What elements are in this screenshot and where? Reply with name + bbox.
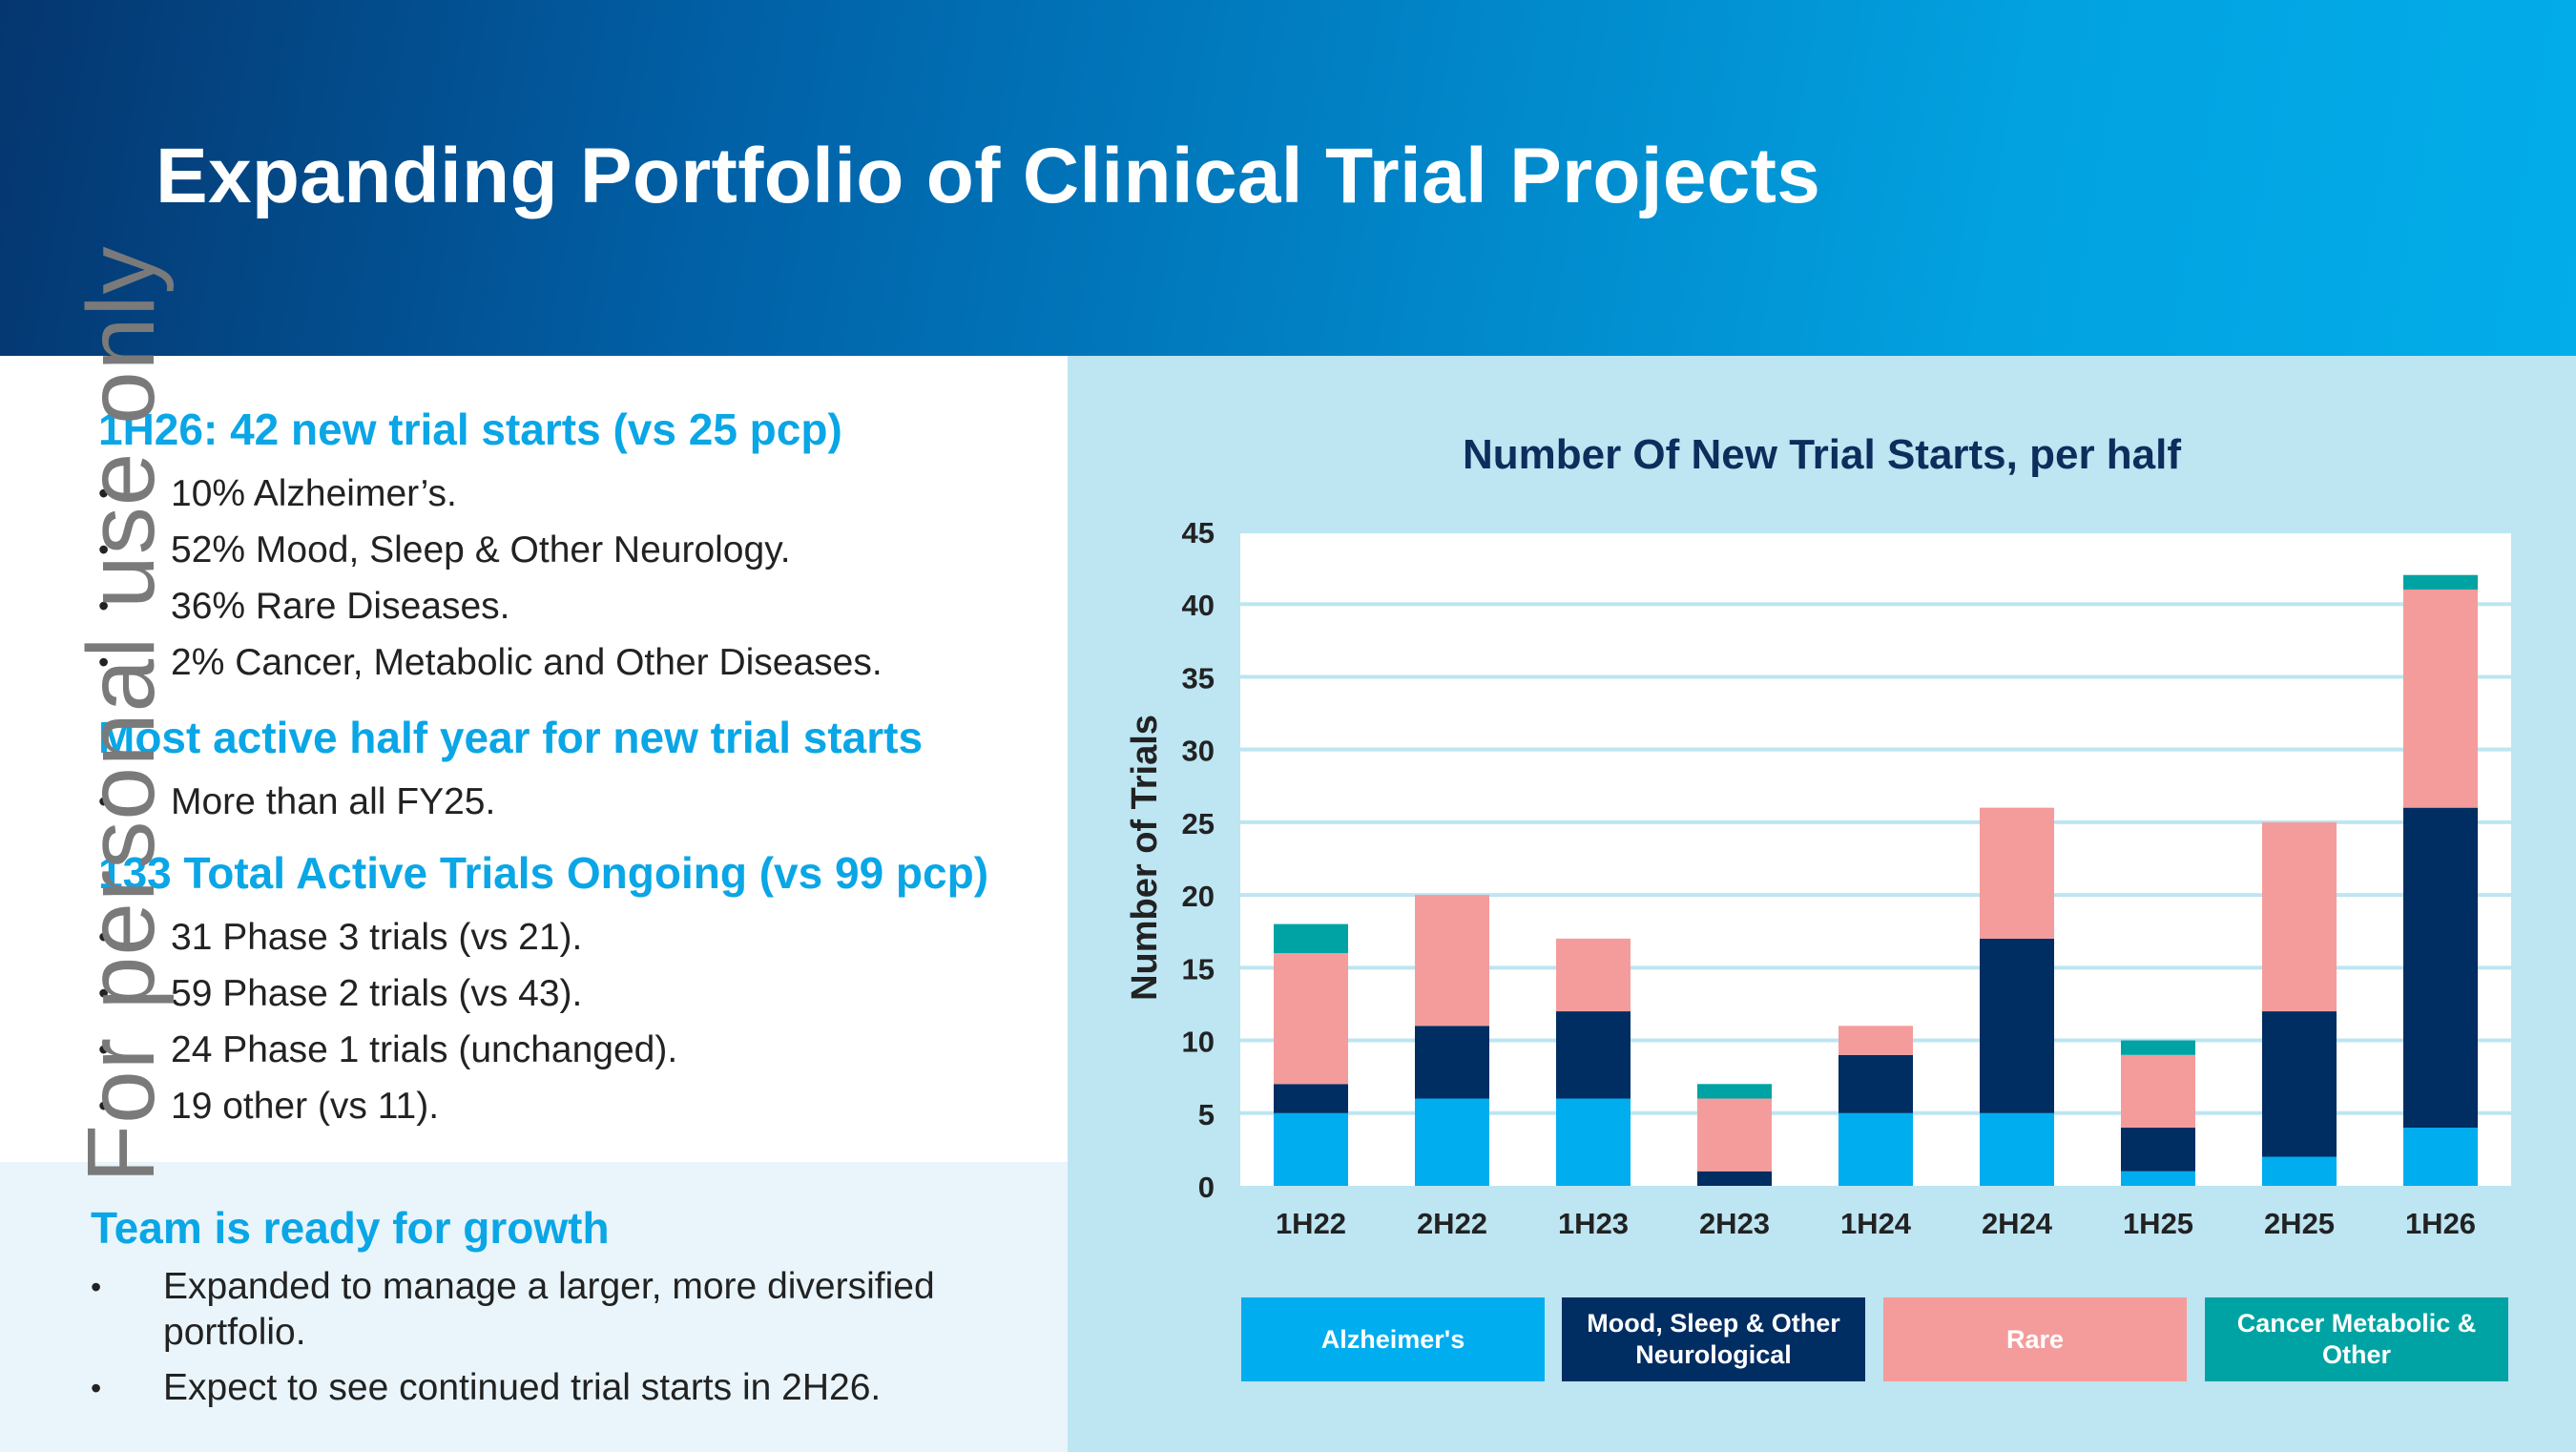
left-bottom-panel [0, 1162, 1068, 1452]
bar-segment [2403, 1128, 2478, 1186]
list-item: • 2% Cancer, Metabolic and Other Diseases… [98, 634, 883, 691]
bullet-icon: • [98, 476, 110, 510]
section-heading: 133 Total Active Trials Ongoing (vs 99 p… [98, 848, 989, 898]
bar-segment [1274, 1112, 1348, 1186]
bullet-icon: • [91, 1270, 102, 1304]
x-tick-label: 2H23 [1699, 1207, 1770, 1240]
stacked-bar-chart: 0 5 10 15 20 25 30 35 40 45 Number of Trials 1H22 2H… [1125, 516, 2511, 1240]
bar-segment [1415, 895, 1489, 1027]
bar-segment [1980, 1112, 2054, 1186]
bar-segment [1415, 1026, 1489, 1099]
bar-segment [2403, 574, 2478, 590]
y-tick-label: 30 [1182, 735, 1215, 768]
bar-segment [2262, 821, 2337, 1012]
bar-segment [1556, 938, 1631, 1012]
bar-segment [2121, 1128, 2195, 1172]
bar-segment [2403, 807, 2478, 1129]
bar-segment [1415, 1098, 1489, 1186]
bullet-icon: • [91, 1371, 102, 1405]
page-title: Expanding Portfolio of Clinical Trial Pr… [156, 133, 1821, 219]
bar-segment [2121, 1171, 2195, 1186]
x-tick-label: 1H22 [1276, 1207, 1346, 1240]
section-most-active: Most active half year for new trial star… [98, 709, 923, 830]
bar-segment [1556, 1011, 1631, 1099]
list-item: • 10% Alzheimer’s. [98, 466, 883, 522]
bar-segment [1980, 807, 2054, 939]
header-banner: Expanding Portfolio of Clinical Trial Pr… [0, 0, 2576, 356]
section-heading: 1H26: 42 new trial starts (vs 25 pcp) [98, 404, 842, 454]
watermark-text: For personal use only [68, 245, 175, 1183]
x-tick-label: 2H22 [1417, 1207, 1487, 1240]
legend-item: Cancer Metabolic & Other [2205, 1297, 2508, 1381]
list-item: • 59 Phase 2 trials (vs 43). [98, 965, 988, 1022]
x-tick-label: 1H25 [2123, 1207, 2193, 1240]
list-item: • 31 Phase 3 trials (vs 21). [98, 909, 988, 965]
section-active-trials: 133 Total Active Trials Ongoing (vs 99 p… [98, 844, 988, 1134]
bar-segment [2121, 1040, 2195, 1055]
y-tick-label: 5 [1198, 1098, 1215, 1131]
x-tick-label: 2H25 [2264, 1207, 2335, 1240]
x-tick-label: 1H23 [1558, 1207, 1629, 1240]
bullet-icon: • [98, 645, 110, 679]
section-team-growth: Team is ready for growth • Expanded to ma… [91, 1199, 1054, 1421]
bar-segment [1980, 938, 2054, 1113]
section-heading: Team is ready for growth [91, 1203, 610, 1253]
list-item: • 24 Phase 1 trials (unchanged). [98, 1022, 988, 1078]
bullet-icon: • [98, 1032, 110, 1067]
bar-segment [1697, 1098, 1772, 1172]
list-item: • 36% Rare Diseases. [98, 578, 883, 634]
bar-segment [2403, 589, 2478, 808]
y-tick-label: 45 [1182, 516, 1215, 550]
left-panel [0, 356, 1068, 1162]
bar-segment [2262, 1156, 2337, 1186]
y-tick-label: 40 [1182, 589, 1215, 622]
legend-item: Mood, Sleep & Other Neurological [1562, 1297, 1865, 1381]
y-tick-label: 25 [1182, 807, 1215, 840]
y-tick-label: 15 [1182, 952, 1215, 985]
y-tick-label: 20 [1182, 880, 1215, 913]
bar-segment [2121, 1054, 2195, 1129]
list-item: • More than all FY25. [98, 774, 923, 830]
y-tick-label: 35 [1182, 661, 1215, 695]
bar-segment [1839, 1054, 1913, 1113]
list-item: • Expanded to manage a larger, more diver… [91, 1266, 935, 1353]
y-tick-label: 10 [1182, 1026, 1215, 1059]
bar-segment [1274, 953, 1348, 1085]
bar-segment [1697, 1171, 1772, 1186]
bar-segment [1274, 923, 1348, 954]
y-axis-label: Number of Trials [1125, 715, 1165, 1001]
x-tick-label: 1H24 [1840, 1207, 1912, 1240]
list-item: • 19 other (vs 11). [98, 1078, 988, 1134]
list-item: • Expect to see continued trial starts in… [91, 1365, 1054, 1411]
bullet-icon: • [98, 589, 110, 623]
section-heading: Most active half year for new trial star… [98, 713, 924, 762]
bar-segment [2262, 1011, 2337, 1157]
bar-segment [1556, 1098, 1631, 1186]
bullet-icon: • [98, 976, 110, 1010]
bar-segment [1697, 1084, 1772, 1099]
bullet-icon: • [98, 532, 110, 567]
bar-segment [1274, 1084, 1348, 1113]
list-item: • 52% Mood, Sleep & Other Neurology. [98, 522, 883, 578]
bar-segment [1839, 1112, 1913, 1186]
legend-item: Alzheimer's [1241, 1297, 1545, 1381]
x-tick-label: 1H26 [2405, 1207, 2476, 1240]
chart-title: Number Of New Trial Starts, per half [1462, 431, 2182, 478]
bullet-icon: • [98, 784, 110, 819]
legend-item: Rare [1883, 1297, 2187, 1381]
x-tick-label: 2H24 [1982, 1207, 2053, 1240]
section-new-trial-starts: 1H26: 42 new trial starts (vs 25 pcp) • 1… [98, 401, 883, 691]
bullet-icon: • [98, 920, 110, 954]
bar-segment [1839, 1026, 1913, 1055]
bullet-icon: • [98, 1089, 110, 1123]
y-tick-label: 0 [1198, 1171, 1215, 1204]
